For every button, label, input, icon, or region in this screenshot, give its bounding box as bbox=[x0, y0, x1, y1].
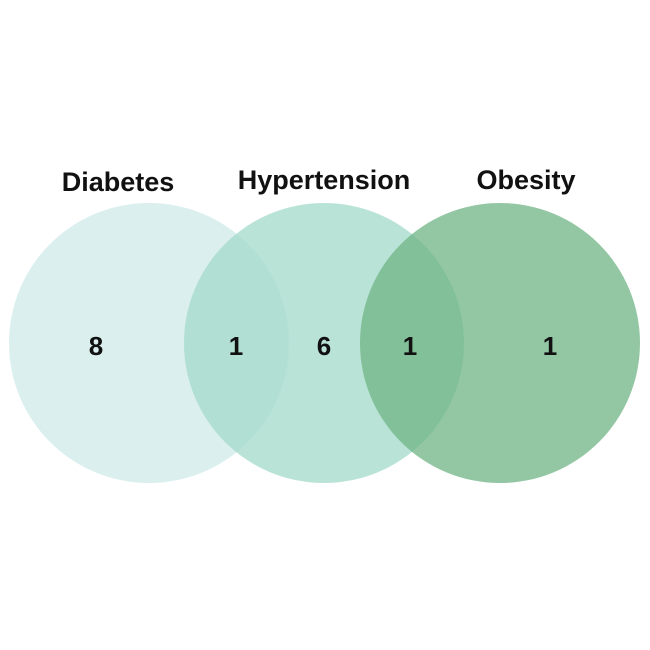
label-hypertension: Hypertension bbox=[238, 165, 411, 195]
count-diabetes-only: 8 bbox=[89, 331, 103, 361]
count-hypertension-obesity: 1 bbox=[403, 331, 417, 361]
count-hypertension-only: 6 bbox=[317, 331, 331, 361]
label-obesity: Obesity bbox=[476, 165, 575, 195]
label-diabetes: Diabetes bbox=[62, 167, 175, 197]
count-diabetes-hypertension: 1 bbox=[229, 331, 243, 361]
circle-obesity bbox=[360, 203, 640, 483]
count-obesity-only: 1 bbox=[543, 331, 557, 361]
